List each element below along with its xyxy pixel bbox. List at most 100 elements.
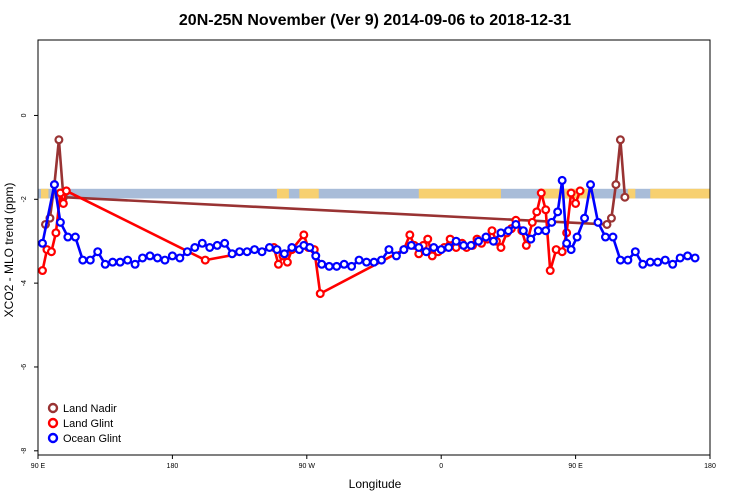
ocean-glint-point [257,247,267,257]
land-glint-point [527,217,537,227]
land-band-segment [40,188,49,199]
land-glint-point [61,186,71,196]
ocean-glint-point [37,238,47,248]
ocean-glint-point [123,255,133,265]
land-glint-point [557,247,567,257]
ocean-glint-point [369,257,379,267]
ocean-glint-point [488,236,498,246]
y-tick-label: -8 [21,448,28,454]
ocean-glint-point [562,238,572,248]
ocean-glint-point [414,243,424,253]
ocean-glint-point [152,253,162,263]
land-band-segment [299,188,319,199]
ocean-glint-point [130,259,140,269]
ocean-glint-point [593,217,603,227]
ocean-glint-point [220,238,230,248]
ocean-glint-point [339,259,349,269]
legend-entry-land-glint: Land Glint [47,417,113,430]
ocean-glint-point [533,226,543,236]
plot-frame [37,39,711,456]
ocean-glint-point [287,243,297,253]
y-axis-label: XCO2 - MLO trend (ppm) [2,183,16,318]
ocean-glint-point [63,232,73,242]
ocean-glint-point [660,255,670,265]
ocean-glint-point [145,251,155,261]
land-nadir-point [615,135,625,145]
x-tick-label: 180 [704,463,716,470]
ocean-glint-point [566,245,576,255]
land-nadir-point [602,219,612,229]
ocean-glint-point [547,217,557,227]
ocean-glint-point [279,249,289,259]
land-glint-point [405,230,415,240]
ocean-glint-point [227,249,237,259]
ocean-glint-point [399,245,409,255]
ocean-glint-point [518,226,528,236]
land-glint-point [299,230,309,240]
land-glint-point [521,240,531,250]
ocean-glint-point [496,228,506,238]
ocean-glint-point [197,238,207,248]
land-glint-point [496,243,506,253]
ocean-glint-point [557,175,567,185]
ocean-glint-point [572,232,582,242]
legend-entry-land-nadir: Land Nadir [47,402,117,415]
ocean-glint-point [683,251,693,261]
ocean-glint-legend-label: Ocean Glint [63,433,121,445]
ocean-glint-point [332,261,342,271]
series-layer [37,135,700,299]
chart-title: 20N-25N November (Ver 9) 2014-09-06 to 2… [179,12,571,29]
land-glint-point [541,205,551,215]
ocean-glint-point [175,253,185,263]
ocean-glint-point [167,251,177,261]
ocean-glint-point [459,240,469,250]
ocean-glint-point [580,213,590,223]
land-nadir-legend-marker [47,402,59,414]
ocean-glint-point [212,240,222,250]
land-glint-point [282,257,292,267]
land-glint-point [532,207,542,217]
land-glint-legend-marker [47,417,59,429]
land-glint-point [545,266,555,276]
land-glint-point [423,234,433,244]
ocean-glint-point [272,245,282,255]
land-ocean-band [38,188,710,199]
ocean-glint-point [638,259,648,269]
ocean-glint-point [645,257,655,267]
ocean-glint-point [138,253,148,263]
ocean-glint-legend-marker [47,432,59,444]
land-nadir-legend-label: Land Nadir [63,403,117,415]
ocean-glint-point [436,245,446,255]
land-nadir-point [606,213,616,223]
ocean-glint-point [503,226,513,236]
x-tick-label: 90 E [568,463,583,470]
ocean-glint-point [182,247,192,257]
ocean-glint-point [615,255,625,265]
x-axis-label: Longitude [349,477,402,491]
ocean-glint-point [668,259,678,269]
ocean-glint-point [474,236,484,246]
y-tick-label: 0 [21,113,28,117]
ocean-glint-point [553,207,563,217]
x-tick-label: 90 W [299,463,316,470]
ocean-glint-point [586,180,596,190]
ocean-glint-point [115,257,125,267]
ocean-glint-point [690,253,700,263]
ocean-glint-point [451,236,461,246]
land-glint-point [37,266,47,276]
ocean-glint-point [429,243,439,253]
ocean-glint-point [391,251,401,261]
ocean-glint-point [190,243,200,253]
ocean-glint-point [49,180,59,190]
ocean-glint-point [623,255,633,265]
ocean-glint-point [362,257,372,267]
ocean-glint-point [541,226,551,236]
series-land-glint [37,186,585,299]
ocean-glint-point [55,217,65,227]
ocean-glint-point [600,232,610,242]
ocean-glint-point [526,234,536,244]
land-glint-point [427,251,437,261]
ocean-glint-point [324,261,334,271]
ocean-glint-point [93,247,103,257]
